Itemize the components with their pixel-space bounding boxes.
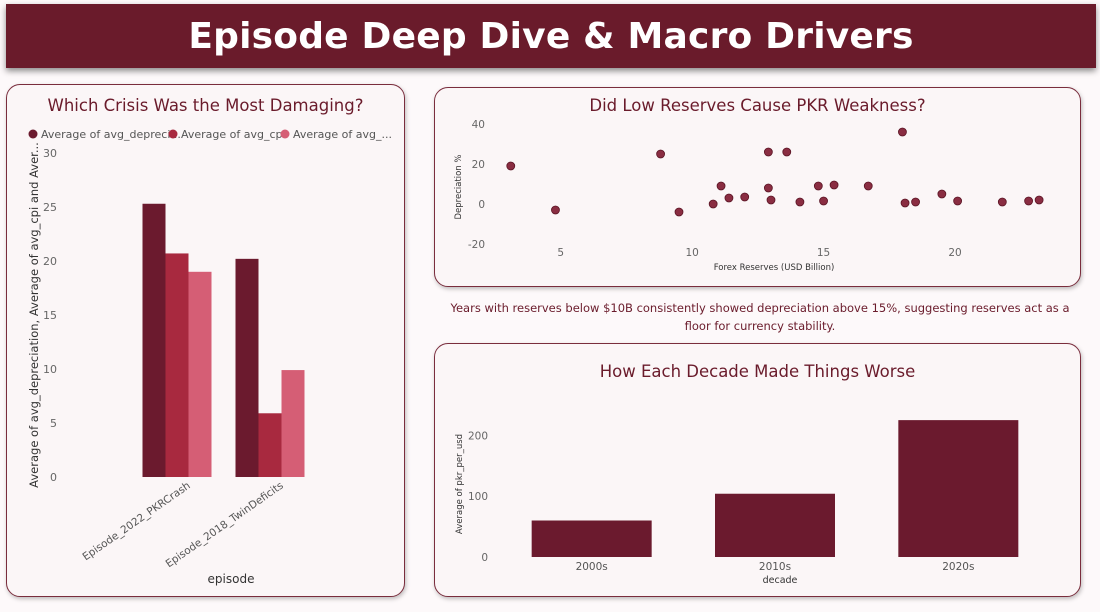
x-tick-label: 20 [948,247,961,259]
scatter-point [551,205,560,215]
bar [142,203,166,477]
scatter-point [724,193,734,203]
legend-marker-0 [28,129,38,139]
y-tick-label: 30 [43,147,57,160]
y-tick-label: 200 [468,430,488,442]
legend-label-0: Average of avg_depreci... [41,128,181,141]
y-tick-label: 10 [43,363,57,376]
scatter-point [900,198,910,208]
y-tick-label: 20 [472,159,485,171]
bar [281,370,305,477]
y-tick-label: 40 [472,119,485,131]
x-tick-label: 2020s [942,561,974,573]
reserves-chart: -20 0 20 40 5 10 15 20 Depreciation % Forex Reser… [454,119,1044,273]
bar [898,420,1019,557]
x-tick-label: 10 [685,247,698,259]
y-tick-label: -20 [468,239,485,251]
decade-chart-card[interactable]: How Each Decade Made Things Worse 0 100 20… [434,343,1081,597]
scatter-point [716,181,726,191]
scatter-point [674,207,684,217]
y-tick-label: 100 [468,491,488,503]
legend-label-1: Average of avg_cpi [181,128,286,141]
scatter-point [997,197,1007,207]
x-axis-label: decade [763,575,798,586]
legend-marker-1 [168,129,178,139]
scatter-point [656,149,666,159]
scatter-point [506,161,516,171]
y-axis-label: Average of pkr_per_usd [455,434,465,534]
decade-chart-title: How Each Decade Made Things Worse [599,362,916,381]
scatter-point [813,181,823,191]
y-tick-label: 0 [481,552,488,564]
scatter-point [1034,195,1044,205]
scatter-point [819,196,828,206]
y-tick-label: 20 [43,255,57,268]
scatter-point [937,189,947,199]
y-tick-label: 0 [478,199,485,211]
bar [165,253,189,477]
insight-text: Years with reserves below $10B consisten… [450,301,1070,333]
y-tick-label: 25 [43,201,57,214]
scatter-point [763,147,773,157]
crisis-chart: Average of avg_depreci... Average of avg_… [27,128,392,586]
x-axis-label: Forex Reserves (USD Billion) [714,263,835,273]
page-title: Episode Deep Dive & Macro Drivers [188,15,914,57]
x-tick-label: 2010s [759,561,791,573]
scatter-point [795,197,805,207]
scatter-point [782,147,792,157]
bar [531,520,652,557]
y-tick-label: 0 [50,471,57,484]
scatter-point [1024,196,1033,206]
bar [235,258,259,477]
bar [188,271,212,477]
scatter-point [766,195,776,205]
legend-marker-2 [280,129,290,139]
bar [258,413,282,477]
scatter-point [829,180,839,190]
x-axis-label: episode [208,572,255,586]
reserves-chart-card[interactable]: Did Low Reserves Cause PKR Weakness? -20… [434,87,1081,287]
scatter-point [953,196,963,206]
y-tick-label: 5 [50,417,57,430]
crisis-chart-title: Which Crisis Was the Most Damaging? [47,96,364,115]
legend-label-2: Average of avg_... [293,128,392,141]
x-tick-label: 5 [557,247,564,259]
bar [715,493,835,557]
scatter-point [763,183,773,193]
header-banner: Episode Deep Dive & Macro Drivers [6,4,1096,68]
scatter-point [863,181,873,191]
x-tick-label: 2000s [576,561,608,573]
y-axis-label: Average of avg_depreciation, Average of … [27,142,41,488]
reserves-chart-title: Did Low Reserves Cause PKR Weakness? [589,96,926,115]
scatter-point [740,192,750,202]
y-axis-label: Depreciation % [454,154,464,219]
y-tick-label: 15 [43,309,57,322]
x-tick-label: 15 [817,247,830,259]
scatter-point [911,197,920,207]
scatter-point [898,127,907,137]
crisis-chart-card[interactable]: Which Crisis Was the Most Damaging? Aver… [6,84,405,597]
scatter-point [708,199,718,209]
